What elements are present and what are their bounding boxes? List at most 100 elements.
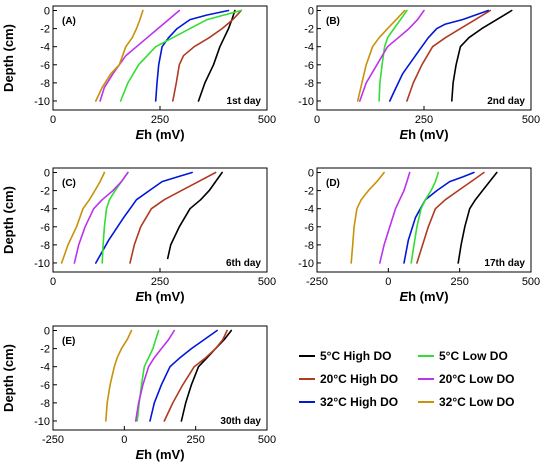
y-tick-label: -8 <box>304 78 314 90</box>
y-tick-label: -6 <box>40 60 50 72</box>
y-tick-label: -10 <box>34 416 50 428</box>
series-line-6 <box>350 171 385 264</box>
x-tick-label: 500 <box>258 434 276 446</box>
series-line-3 <box>95 171 193 264</box>
series-line-5 <box>99 9 181 102</box>
y-tick-label: -10 <box>34 96 50 108</box>
series-line-2 <box>416 171 485 264</box>
x-tick-label: 0 <box>50 114 56 126</box>
x-tick-label: 250 <box>415 114 433 126</box>
y-tick-label: 0 <box>308 6 314 18</box>
x-tick-label: -250 <box>306 276 328 288</box>
y-tick-label: -10 <box>298 258 314 270</box>
panel-label: (B) <box>326 16 340 27</box>
day-label: 17th day <box>484 258 525 269</box>
x-tick-label: 0 <box>121 434 127 446</box>
y-tick-label: -4 <box>40 204 50 216</box>
panel-label: (D) <box>326 178 340 189</box>
y-tick-label: -6 <box>304 222 314 234</box>
y-tick-label: -8 <box>304 240 314 252</box>
legend-label: 5°C Low DO <box>439 349 508 363</box>
plot-frame <box>316 167 532 273</box>
x-tick-label: 0 <box>385 276 391 288</box>
y-tick-label: 0 <box>44 6 50 18</box>
series-line-3 <box>403 171 475 264</box>
series-line-6 <box>356 9 406 102</box>
x-tick-label: 500 <box>522 114 540 126</box>
plot-frame <box>316 5 532 111</box>
y-tick-label: -8 <box>40 398 50 410</box>
y-tick-label: -8 <box>40 240 50 252</box>
series-line-5 <box>379 171 411 264</box>
series-line-2 <box>163 329 228 422</box>
y-tick-label: 0 <box>44 168 50 180</box>
series-line-1 <box>197 9 236 102</box>
x-tick-label: 250 <box>151 114 169 126</box>
x-axis-label: Eh (mV) <box>399 289 448 304</box>
y-tick-label: -10 <box>34 258 50 270</box>
day-label: 6th day <box>226 258 261 269</box>
chart-panel-4: 0 -2 -4 -6 -8 -10 -250 0 250 500 (D) 17th day Eh (mV… <box>298 167 540 304</box>
y-tick-label: -10 <box>298 96 314 108</box>
y-tick-label: -2 <box>40 344 50 356</box>
x-tick-label: 250 <box>151 276 169 288</box>
y-tick-label: -4 <box>304 42 314 54</box>
y-tick-label: -6 <box>40 222 50 234</box>
y-tick-label: -2 <box>304 24 314 36</box>
x-tick-label: 500 <box>258 114 276 126</box>
legend-label: 20°C High DO <box>320 372 398 386</box>
plot-frame <box>52 325 268 431</box>
panel-label: (C) <box>62 178 76 189</box>
y-tick-label: -8 <box>40 78 50 90</box>
y-axis-label: Depth (cm) <box>1 344 16 412</box>
y-tick-label: -4 <box>304 204 314 216</box>
panel-label: (A) <box>62 16 76 27</box>
legend-label: 32°C Low DO <box>439 395 514 409</box>
day-label: 2nd day <box>487 96 525 107</box>
x-tick-label: -250 <box>42 434 64 446</box>
series-line-2 <box>172 9 243 102</box>
series-line-4 <box>119 9 243 102</box>
series-line-5 <box>134 329 176 422</box>
x-axis-label: Eh (mV) <box>399 127 448 142</box>
y-tick-label: -6 <box>40 380 50 392</box>
legend: 5°C High DO 5°C Low DO 20°C High DO 20°C Lo… <box>299 349 514 409</box>
y-tick-label: -4 <box>40 42 50 54</box>
legend-label: 5°C High DO <box>320 349 391 363</box>
x-tick-label: 500 <box>258 276 276 288</box>
day-label: 30th day <box>220 416 261 427</box>
y-tick-label: -2 <box>40 24 50 36</box>
y-tick-label: 0 <box>308 168 314 180</box>
x-axis-label: Eh (mV) <box>135 447 184 462</box>
panel-label: (E) <box>62 336 75 347</box>
x-axis-label: Eh (mV) <box>135 127 184 142</box>
y-tick-label: -4 <box>40 362 50 374</box>
y-axis-label: Depth (cm) <box>1 186 16 254</box>
legend-label: 20°C Low DO <box>439 372 514 386</box>
series-line-3 <box>154 9 230 102</box>
series-line-3 <box>389 9 489 102</box>
series-line-1 <box>166 171 223 260</box>
series-line-6 <box>60 171 106 264</box>
y-tick-label: -6 <box>304 60 314 72</box>
chart-panel-5: 0 -2 -4 -6 -8 -10 -250 0 250 500 (E) 30th day Eh (mV… <box>1 325 276 462</box>
series-line-6 <box>95 9 144 102</box>
series-line-2 <box>406 9 492 102</box>
series-line-1 <box>451 9 513 102</box>
series-line-4 <box>378 9 408 102</box>
series-line-1 <box>180 329 233 422</box>
y-tick-label: -2 <box>304 186 314 198</box>
series-line-6 <box>105 329 133 422</box>
y-tick-label: -2 <box>40 186 50 198</box>
series-line-2 <box>129 171 217 264</box>
x-tick-label: 0 <box>50 276 56 288</box>
series-line-5 <box>359 9 425 102</box>
x-tick-label: 250 <box>450 276 468 288</box>
y-tick-label: 0 <box>44 326 50 338</box>
series-line-1 <box>457 171 498 264</box>
series-line-4 <box>410 171 440 264</box>
